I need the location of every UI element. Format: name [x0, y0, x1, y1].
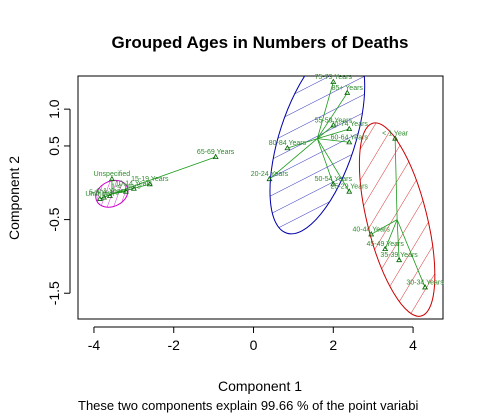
point-label: 55-59 Years	[315, 117, 353, 124]
cluster-link-11	[317, 128, 350, 139]
y-axis: 1.0 0.5 -0.5 -1.5	[46, 99, 71, 305]
data-point	[96, 195, 103, 201]
point-label: 65-69 Years	[197, 149, 235, 156]
cluster-link-6	[111, 183, 150, 195]
data-point	[284, 144, 291, 151]
x-tick-label: 2	[329, 337, 337, 353]
cluster-link-13	[287, 138, 318, 149]
data-point	[422, 284, 429, 290]
cluster-link-21	[396, 219, 426, 288]
point-label: 60-64 Years	[331, 134, 369, 141]
cluster-link-8	[316, 81, 334, 139]
cluster-link-17	[394, 138, 398, 220]
point-label: 20-24 Years	[251, 171, 289, 178]
chart-caption: These two components explain 99.66 % of …	[78, 398, 418, 413]
point-label: 40-44 Years	[353, 226, 391, 233]
cluster-link-7	[111, 156, 216, 195]
chart-title: Grouped Ages in Numbers of Deaths	[112, 33, 409, 52]
cluster-link-18	[370, 219, 398, 235]
data-point	[396, 256, 403, 263]
data-point	[266, 175, 273, 182]
x-tick-label: -2	[168, 337, 181, 353]
cluster-link-20	[396, 219, 400, 261]
y-tick-label: -1.5	[46, 281, 62, 305]
data-point	[330, 78, 337, 84]
data-point	[346, 138, 353, 145]
x-tick-label: -4	[88, 337, 101, 353]
data-point	[130, 185, 137, 191]
point-label: 0-1 Year	[97, 188, 124, 195]
data-point	[100, 194, 107, 200]
y-tick-label: 1.0	[46, 99, 62, 119]
data-point	[212, 153, 219, 159]
point-label: 15-19 Years	[131, 176, 169, 183]
point-label: 25-29 Years	[331, 184, 369, 191]
plot-area	[77, 75, 444, 320]
cluster-link-14	[269, 138, 318, 180]
data-point	[392, 135, 399, 141]
data-point	[330, 122, 337, 128]
y-axis-title: Component 2	[6, 156, 22, 240]
cluster-link-16	[317, 138, 350, 192]
data-point	[346, 125, 353, 132]
point-label: 80-84 Years	[269, 140, 307, 147]
point-label: Unspecified	[94, 171, 131, 178]
point-label: 1-4 Years	[111, 184, 141, 191]
cluster-link-12	[317, 138, 350, 143]
cluster-link-19	[384, 219, 398, 250]
point-label: 10-14 Years	[115, 181, 153, 188]
y-tick-label: 0.5	[46, 136, 62, 156]
data-point	[106, 192, 113, 199]
x-tick-label: 4	[409, 337, 417, 353]
data-point	[344, 89, 351, 95]
data-point	[346, 188, 353, 194]
x-tick-label: 0	[250, 337, 258, 353]
cluster-link-10	[317, 125, 334, 139]
point-label: 5-9 Years	[89, 190, 119, 197]
point-label: Unknown	[85, 191, 114, 198]
data-point	[382, 245, 389, 252]
cluster-links	[99, 81, 426, 288]
x-axis: -4 -2 0 2 4	[88, 326, 417, 353]
data-point	[330, 180, 337, 187]
cluster-link-15	[316, 138, 334, 185]
point-label: 45-49 Years	[366, 241, 404, 248]
point-label: 50-54 Years	[315, 176, 353, 183]
point-label: 75-79 Years	[315, 74, 353, 81]
point-label: 85+ Years	[332, 85, 364, 92]
data-point	[122, 188, 129, 194]
x-axis-title: Component 1	[218, 378, 302, 394]
data-point	[368, 231, 375, 237]
point-label: 30-34 Years	[406, 279, 444, 286]
point-label: 70-74 Years	[331, 121, 369, 128]
point-label: < 1 Year	[382, 131, 409, 138]
point-label: 35-39 Years	[380, 252, 418, 259]
data-point	[146, 180, 153, 187]
y-tick-label: -0.5	[46, 207, 62, 231]
cluster-link-9	[317, 92, 348, 139]
data-point	[108, 175, 115, 182]
